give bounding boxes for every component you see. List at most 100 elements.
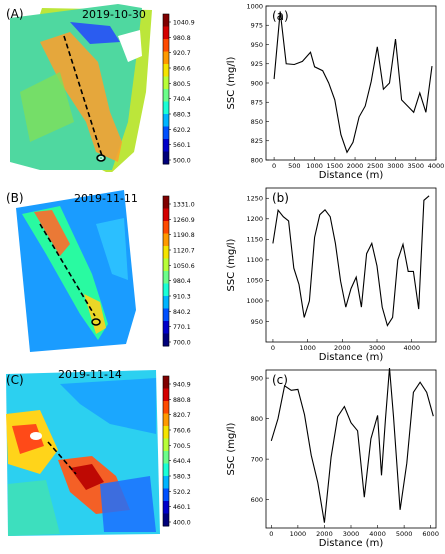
colorbar-segment — [163, 208, 169, 222]
series-line — [273, 11, 433, 154]
map-b-transect-line — [39, 223, 96, 317]
y-axis-label: SSC (mg/l) — [226, 56, 237, 109]
y-tick-label: 1050 — [246, 277, 263, 285]
x-tick-label: 3000 — [387, 162, 404, 170]
map-c-date: 2019-11-14 — [58, 368, 122, 381]
colorbar-segment — [163, 39, 169, 52]
x-tick-label: 3000 — [369, 344, 386, 352]
x-axis-label: Distance (m) — [319, 170, 384, 181]
y-tick-label: 1000 — [246, 297, 263, 305]
colorbar-tick-label: 680.3 — [173, 112, 191, 119]
colorbar-segment — [163, 51, 169, 65]
plot-frame — [265, 5, 437, 161]
colorbar-tick-label: 740.4 — [173, 96, 191, 103]
x-tick-label: 1000 — [299, 344, 316, 352]
map-panel-b: 1331.0 1260.9 1190.8 1120.7 1050.6 980.4 910.3… — [0, 184, 222, 354]
x-axis-label: Distance (m) — [319, 352, 384, 363]
colorbar-tick-label: 840.2 — [173, 309, 191, 316]
colorbar-tick-label: 1260.9 — [173, 217, 195, 224]
chart-b: 0 1000 2000 3000 4000 950 1000 1050 1100 1150 1200… — [226, 187, 437, 363]
colorbar-tick-label: 1331.0 — [173, 202, 195, 209]
colorbar-frame — [162, 375, 170, 527]
colorbar-tick-label: 620.2 — [173, 127, 191, 134]
map-a-transect-end — [96, 154, 106, 162]
map-panel-c: 940.9 880.8 820.7 760.6 700.5 640.4 580.3 520.2… — [0, 364, 222, 539]
plot-frame — [265, 187, 437, 343]
map-b-colorbar: 1331.0 1260.9 1190.8 1120.7 1050.6 980.4 910.3… — [162, 195, 195, 347]
colorbar-tick-label: 520.2 — [173, 489, 191, 496]
map-c-island — [30, 432, 42, 440]
map-a-transect-line — [63, 35, 103, 157]
colorbar-tick-label: 980.8 — [173, 35, 191, 42]
colorbar-tick-label: 700.5 — [173, 443, 191, 450]
chart-a: 0 500 1000 1500 2000 2500 3000 3500 4000 800 825 85… — [226, 2, 444, 181]
x-tick-label: 2000 — [347, 162, 364, 170]
colorbar-tick-label: 400.0 — [173, 520, 191, 527]
x-tick-label: 6000 — [422, 530, 439, 538]
colorbar-segment — [163, 513, 169, 527]
colorbar-segment — [163, 101, 169, 115]
x-tick-label: 500 — [288, 162, 300, 170]
map-c-transect-line — [47, 441, 77, 475]
colorbar-segment — [163, 114, 169, 127]
map-c-colorbar: 940.9 880.8 820.7 760.6 700.5 640.4 580.3 520.2… — [162, 375, 191, 527]
colorbar-segment — [163, 401, 169, 414]
x-tick-label: 3000 — [343, 530, 360, 538]
x-tick-label: 0 — [271, 344, 275, 352]
chart-panel-label: (b) — [272, 191, 289, 205]
colorbar-tick-label: 640.4 — [173, 458, 191, 465]
x-tick-label: 2000 — [334, 344, 351, 352]
y-tick-label: 800 — [251, 156, 263, 164]
colorbar-tick-label: 880.8 — [173, 397, 191, 404]
x-tick-label: 4000 — [403, 344, 420, 352]
x-tick-label: 0 — [272, 162, 276, 170]
colorbar-tick-label: 560.1 — [173, 142, 191, 149]
map-b-plume — [22, 206, 108, 340]
colorbar-tick-label: 980.4 — [173, 278, 191, 285]
colorbar-tick-label: 800.5 — [173, 81, 191, 88]
map-c-figure: 940.9 880.8 820.7 760.6 700.5 640.4 580.3 520.2… — [0, 364, 222, 539]
y-tick-label: 925 — [251, 60, 263, 68]
colorbar-segment — [163, 376, 169, 389]
chart-c: 0 1000 2000 3000 4000 5000 6000 600 700 800 900 (c)… — [226, 367, 439, 549]
y-tick-label: 1150 — [246, 236, 263, 244]
colorbar-segment — [163, 76, 169, 90]
y-axis-label: SSC (mg/l) — [226, 238, 237, 291]
chart-panel-c: 0 1000 2000 3000 4000 5000 6000 600 700 800 900 (c)… — [222, 364, 445, 550]
colorbar-segment — [163, 151, 169, 165]
x-tick-label: 4000 — [369, 530, 386, 538]
map-a-mid-region — [20, 72, 74, 142]
chart-panel-label: (c) — [272, 373, 288, 387]
y-tick-label: 975 — [251, 22, 263, 30]
colorbar-segment — [163, 463, 169, 477]
chart-panel-b: 0 1000 2000 3000 4000 950 1000 1050 1100 1150 1200… — [222, 182, 445, 364]
y-axis-label: SSC (mg/l) — [226, 422, 237, 475]
colorbar-tick-label: 820.7 — [173, 412, 191, 419]
series-line — [272, 195, 430, 327]
x-tick-label: 1500 — [327, 162, 344, 170]
y-tick-label: 1250 — [246, 195, 263, 203]
map-b-panel-label: (B) — [6, 191, 24, 205]
colorbar-segment — [163, 14, 169, 27]
map-a-panel-label: (A) — [6, 7, 24, 21]
y-tick-label: 1100 — [246, 256, 263, 264]
map-panel-a: 1040.9 980.8 920.7 860.6 800.5 740.4 680.3 620.… — [0, 2, 222, 174]
colorbar-tick-label: 580.3 — [173, 474, 191, 481]
colorbar-tick-label: 770.1 — [173, 324, 191, 331]
colorbar-segment — [163, 126, 169, 140]
colorbar-segment — [163, 196, 169, 209]
colorbar-segment — [163, 501, 169, 514]
colorbar-segment — [163, 26, 169, 40]
colorbar-segment — [163, 258, 169, 272]
colorbar-segment — [163, 139, 169, 152]
map-b-figure: 1331.0 1260.9 1190.8 1120.7 1050.6 980.4 910.3… — [0, 184, 222, 354]
y-tick-label: 950 — [251, 41, 263, 49]
colorbar-tick-label: 500.0 — [173, 158, 191, 165]
map-a-colorbar: 1040.9 980.8 920.7 860.6 800.5 740.4 680.3 620.… — [162, 13, 195, 165]
colorbar-tick-label: 1040.9 — [173, 20, 195, 27]
x-axis-label: Distance (m) — [319, 538, 384, 549]
y-tick-label: 900 — [251, 79, 263, 87]
x-tick-label: 2000 — [316, 530, 333, 538]
colorbar-tick-label: 1050.6 — [173, 263, 195, 270]
colorbar-tick-label: 700.0 — [173, 340, 191, 347]
